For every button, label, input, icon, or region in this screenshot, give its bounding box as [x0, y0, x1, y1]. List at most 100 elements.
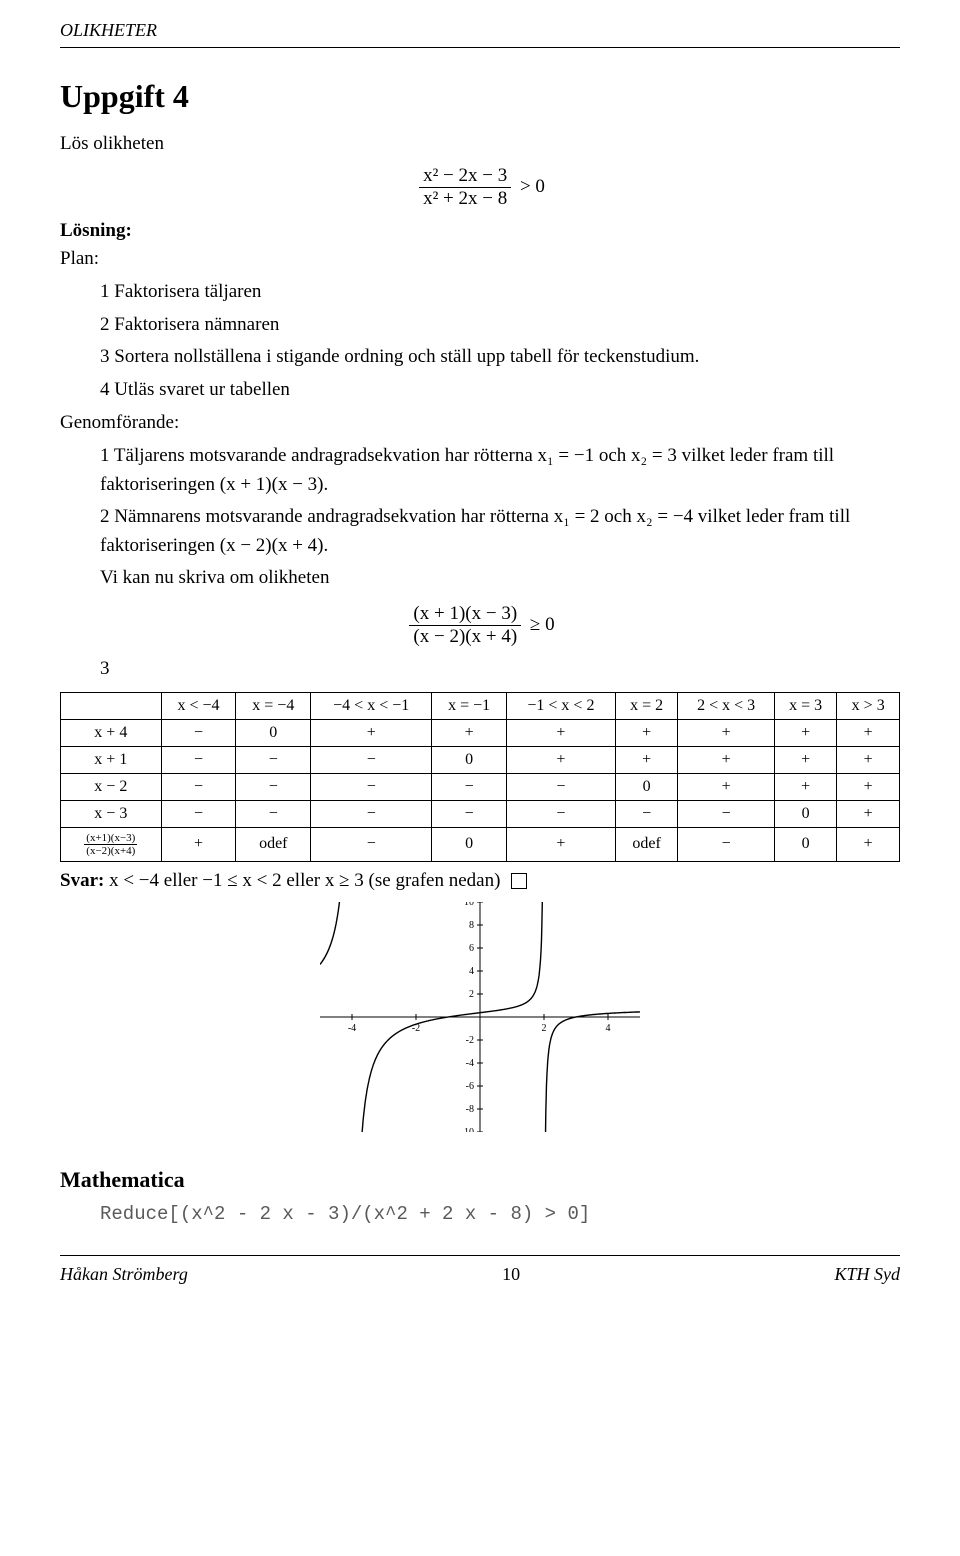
- main-frac-num: x² − 2x − 3: [419, 165, 511, 188]
- task-title: Uppgift 4: [60, 78, 900, 115]
- svg-text:-4: -4: [348, 1023, 356, 1034]
- table-cell: −: [678, 827, 775, 861]
- losning-label-text: Lösning:: [60, 220, 132, 241]
- rewrite-fraction: (x + 1)(x − 3) (x − 2)(x + 4): [409, 603, 521, 648]
- genom-item: 2 Nämnarens motsvarande andragradsekvati…: [100, 503, 900, 560]
- table-cell: +: [432, 719, 507, 746]
- table-header-row: x < −4 x = −4 −4 < x < −1 x = −1 −1 < x …: [61, 692, 900, 719]
- table-row: x − 3−−−−−−−0+: [61, 800, 900, 827]
- graph: -4-224108642-2-4-6-8-10: [60, 902, 900, 1137]
- table-cell: 0: [432, 746, 507, 773]
- sign-table: x < −4 x = −4 −4 < x < −1 x = −1 −1 < x …: [60, 692, 900, 862]
- intro-text: Lös olikheten: [60, 133, 900, 155]
- genom-label: Genomförande:: [60, 412, 900, 434]
- svg-text:6: 6: [469, 943, 474, 954]
- col-head: x < −4: [161, 692, 236, 719]
- svar-line: Svar: x < −4 eller −1 ≤ x < 2 eller x ≥ …: [60, 870, 900, 892]
- genom-item: Vi kan nu skriva om olikheten: [100, 564, 900, 593]
- table-cell: +: [615, 746, 678, 773]
- table-cell: −: [615, 800, 678, 827]
- plan-label: Plan:: [60, 248, 900, 270]
- genom-list: 1 Täljarens motsvarande andragradsekvati…: [100, 442, 900, 593]
- footer-right: KTH Syd: [834, 1264, 900, 1285]
- col-head: x = 2: [615, 692, 678, 719]
- plan-item: 2 Faktorisera nämnaren: [100, 311, 900, 340]
- row-head: x − 2: [61, 773, 162, 800]
- plan-item: 1 Faktorisera täljaren: [100, 278, 900, 307]
- plan-item: 3 Sortera nollställena i stigande ordnin…: [100, 343, 900, 372]
- svg-text:-4: -4: [466, 1058, 474, 1069]
- plan-item: 4 Utläs svaret ur tabellen: [100, 376, 900, 405]
- table-row: (x+1)(x−3)(x−2)(x+4)+odef−0+odef−0+: [61, 827, 900, 861]
- rewrite-frac-den: (x − 2)(x + 4): [409, 626, 521, 648]
- table-cell: +: [774, 746, 837, 773]
- rational-function-graph: -4-224108642-2-4-6-8-10: [320, 902, 640, 1132]
- col-head: [61, 692, 162, 719]
- col-head: x = −4: [236, 692, 311, 719]
- rewrite-frac-rel: ≥ 0: [530, 613, 555, 634]
- footer-center: 10: [502, 1264, 520, 1285]
- table-cell: −: [678, 800, 775, 827]
- table-cell: −: [161, 719, 236, 746]
- mathematica-heading: Mathematica: [60, 1167, 900, 1193]
- col-head: x = −1: [432, 692, 507, 719]
- main-frac-rel: > 0: [520, 176, 545, 197]
- table-row: x + 4−0+++++++: [61, 719, 900, 746]
- plan-list: 1 Faktorisera täljaren 2 Faktorisera näm…: [100, 278, 900, 404]
- table-cell: −: [236, 773, 311, 800]
- col-head: −4 < x < −1: [311, 692, 432, 719]
- table-cell: odef: [615, 827, 678, 861]
- table-cell: +: [774, 773, 837, 800]
- table-cell: +: [615, 719, 678, 746]
- table-cell: −: [236, 800, 311, 827]
- page-footer: Håkan Strömberg 10 KTH Syd: [60, 1264, 900, 1285]
- svg-text:4: 4: [606, 1023, 611, 1034]
- footer-left: Håkan Strömberg: [60, 1264, 188, 1285]
- main-frac-den: x² + 2x − 8: [419, 188, 511, 210]
- table-cell: −: [311, 746, 432, 773]
- table-cell: +: [837, 746, 900, 773]
- table-cell: +: [507, 719, 616, 746]
- table-cell: −: [236, 746, 311, 773]
- mathematica-code: Reduce[(x^2 - 2 x - 3)/(x^2 + 2 x - 8) >…: [100, 1203, 900, 1225]
- svg-text:2: 2: [542, 1023, 547, 1034]
- table-cell: +: [678, 773, 775, 800]
- row-head: x + 1: [61, 746, 162, 773]
- svg-text:10: 10: [464, 902, 474, 908]
- header-rule: [60, 47, 900, 48]
- rewrite-inequality: (x + 1)(x − 3) (x − 2)(x + 4) ≥ 0: [60, 603, 900, 648]
- table-cell: +: [837, 719, 900, 746]
- table-row: x − 2−−−−−0+++: [61, 773, 900, 800]
- table-cell: −: [161, 800, 236, 827]
- table-cell: +: [837, 800, 900, 827]
- col-head: 2 < x < 3: [678, 692, 775, 719]
- table-row: x + 1−−−0+++++: [61, 746, 900, 773]
- step-3-marker: 3: [100, 658, 900, 680]
- page-header: OLIKHETER: [60, 20, 900, 41]
- row-head: x + 4: [61, 719, 162, 746]
- svg-text:2: 2: [469, 989, 474, 1000]
- svg-text:-2: -2: [466, 1035, 474, 1046]
- table-cell: −: [507, 800, 616, 827]
- table-cell: +: [507, 827, 616, 861]
- table-cell: −: [311, 773, 432, 800]
- rewrite-frac-num: (x + 1)(x − 3): [409, 603, 521, 626]
- svg-text:-10: -10: [461, 1127, 474, 1132]
- row-head: x − 3: [61, 800, 162, 827]
- col-head: x = 3: [774, 692, 837, 719]
- table-cell: −: [161, 746, 236, 773]
- table-cell: 0: [774, 800, 837, 827]
- row-head: (x+1)(x−3)(x−2)(x+4): [61, 827, 162, 861]
- table-cell: +: [774, 719, 837, 746]
- table-cell: 0: [774, 827, 837, 861]
- qed-box-icon: [511, 873, 527, 889]
- table-cell: +: [837, 773, 900, 800]
- genom-item: 1 Täljarens motsvarande andragradsekvati…: [100, 442, 900, 499]
- page: OLIKHETER Uppgift 4 Lös olikheten x² − 2…: [0, 0, 960, 1315]
- col-head: x > 3: [837, 692, 900, 719]
- table-cell: 0: [615, 773, 678, 800]
- table-cell: +: [837, 827, 900, 861]
- col-head: −1 < x < 2: [507, 692, 616, 719]
- table-cell: −: [432, 800, 507, 827]
- footer-rule: [60, 1255, 900, 1256]
